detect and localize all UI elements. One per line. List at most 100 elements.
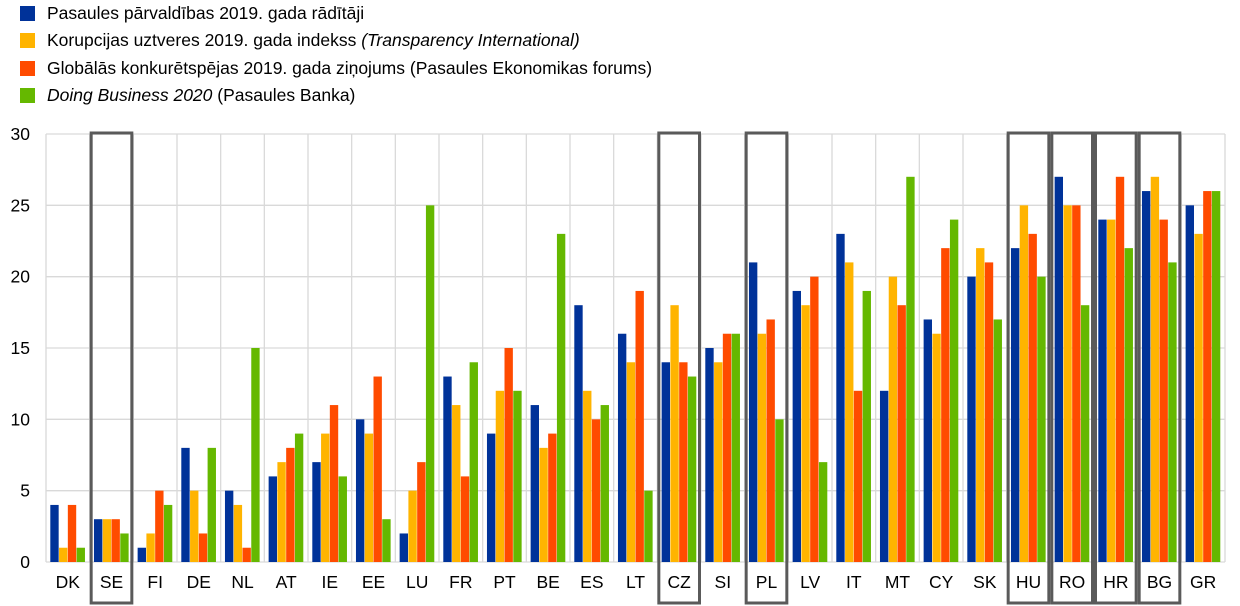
legend-item: Korupcijas uztveres 2019. gada indekss (…	[20, 27, 652, 54]
bar-ie-series-4	[338, 476, 347, 562]
bar-fi-series-1	[137, 547, 146, 562]
bar-es-series-1	[574, 305, 583, 562]
bar-lu-series-1	[399, 533, 408, 562]
bar-ee-series-1	[355, 419, 365, 562]
bar-pl-series-2	[757, 333, 767, 562]
bar-ro-series-4	[1080, 305, 1090, 562]
y-tick-label: 15	[11, 338, 30, 358]
bar-lv-series-4	[818, 462, 828, 562]
bar-dk-series-4	[76, 547, 85, 562]
highlight-box-ro	[1050, 131, 1095, 605]
bar-cz-series-2	[670, 305, 679, 562]
bar-cz-series-4	[687, 376, 697, 562]
bar-nl-series-3	[242, 547, 251, 562]
x-tick-label: LV	[800, 572, 820, 592]
highlight-box-se	[89, 131, 134, 605]
bar-es-series-2	[583, 390, 592, 562]
bar-sk-series-3	[984, 262, 994, 562]
bar-pt-series-1	[486, 433, 496, 562]
bar-ro-series-2	[1063, 205, 1072, 563]
bar-gr-series-3	[1203, 191, 1212, 563]
x-tick-label: IE	[322, 572, 339, 592]
bar-mt-series-3	[897, 305, 906, 562]
bar-cy-series-2	[932, 333, 941, 562]
x-tick-label: ES	[580, 572, 603, 592]
bar-bg-series-3	[1159, 219, 1168, 562]
chart-legend: Pasaules pārvaldības 2019. gada rādītāji…	[20, 0, 652, 109]
bar-de-series-3	[198, 533, 208, 562]
y-tick-label: 0	[20, 552, 30, 572]
x-tick-label: LU	[406, 572, 428, 592]
x-tick-label: FI	[147, 572, 163, 592]
bar-lv-series-1	[792, 290, 801, 562]
legend-item: Doing Business 2020 (Pasaules Banka)	[20, 82, 652, 109]
bar-be-series-4	[556, 233, 566, 562]
bar-hr-series-1	[1098, 219, 1107, 562]
highlight-box-pl	[744, 131, 789, 605]
bar-be-series-3	[548, 433, 557, 562]
bar-pt-series-4	[513, 390, 522, 562]
bar-si-series-2	[714, 362, 723, 562]
x-tick-label: MT	[885, 572, 911, 592]
bar-hr-series-4	[1124, 248, 1133, 562]
x-tick-label: CY	[929, 572, 954, 592]
legend-item: Globālās konkurētspējas 2019. gada ziņoj…	[20, 55, 652, 82]
x-tick-label: FR	[449, 572, 472, 592]
x-tick-label: IT	[846, 572, 862, 592]
bar-sk-series-4	[993, 319, 1002, 562]
x-tick-label: EE	[362, 572, 385, 592]
bar-mt-series-1	[879, 390, 889, 562]
bar-de-series-4	[207, 447, 216, 562]
x-tick-label: PT	[493, 572, 516, 592]
bar-lu-series-3	[417, 462, 426, 562]
legend-swatch	[20, 33, 35, 49]
bar-se-series-3	[111, 519, 120, 562]
bar-lt-series-3	[635, 290, 644, 562]
bar-lt-series-2	[626, 362, 636, 562]
bar-ro-series-3	[1072, 205, 1081, 563]
bar-cz-series-3	[679, 362, 688, 562]
bar-gr-series-4	[1211, 191, 1221, 563]
bar-nl-series-4	[251, 348, 260, 562]
bar-lt-series-1	[617, 333, 627, 562]
legend-label-part: (Pasaules Banka)	[212, 85, 356, 106]
x-tick-label: DE	[187, 572, 211, 592]
bar-se-series-2	[102, 519, 112, 562]
x-tick-label: BG	[1147, 572, 1172, 592]
bar-gr-series-2	[1194, 233, 1203, 562]
x-tick-label: HR	[1103, 572, 1128, 592]
bar-es-series-4	[600, 405, 609, 562]
bar-ee-series-4	[382, 519, 391, 562]
bar-at-series-3	[286, 447, 295, 562]
bar-ie-series-1	[312, 462, 321, 562]
bar-fi-series-3	[155, 490, 164, 562]
bar-pl-series-4	[775, 419, 784, 562]
bar-dk-series-2	[59, 547, 68, 562]
legend-item: Pasaules pārvaldības 2019. gada rādītāji	[20, 0, 652, 27]
y-tick-label: 25	[11, 195, 30, 215]
bar-fi-series-4	[163, 504, 173, 562]
bar-at-series-4	[294, 433, 304, 562]
x-tick-label: RO	[1059, 572, 1085, 592]
x-tick-label: CZ	[668, 572, 692, 592]
bar-gr-series-1	[1185, 205, 1194, 563]
bar-de-series-1	[181, 447, 190, 562]
legend-label: Globālās konkurētspējas 2019. gada ziņoj…	[47, 58, 652, 79]
bar-mt-series-2	[888, 276, 898, 562]
highlight-box-cz	[657, 131, 701, 605]
legend-swatch	[20, 88, 35, 104]
legend-label-part: Globālās konkurētspējas 2019. gada ziņoj…	[47, 57, 653, 78]
bar-si-series-1	[705, 348, 714, 562]
bar-si-series-3	[722, 333, 732, 562]
bar-es-series-3	[591, 419, 601, 562]
bar-it-series-2	[845, 262, 854, 562]
bar-sk-series-1	[967, 276, 976, 562]
bar-lv-series-2	[801, 305, 810, 562]
bar-bg-series-4	[1168, 262, 1177, 562]
bar-be-series-1	[530, 405, 539, 562]
legend-label-part: Korupcijas uztveres 2019. gada indekss	[47, 30, 362, 51]
x-tick-label: AT	[276, 572, 297, 592]
bar-se-series-4	[120, 533, 129, 562]
bar-ro-series-1	[1054, 176, 1063, 563]
